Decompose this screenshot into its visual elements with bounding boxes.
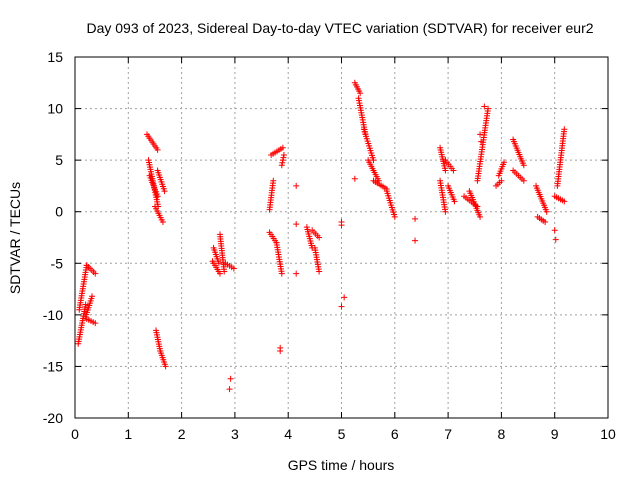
data-point bbox=[280, 154, 287, 161]
data-point bbox=[279, 157, 286, 164]
data-point bbox=[341, 294, 348, 301]
x-axis-label: GPS time / hours bbox=[288, 457, 395, 473]
data-point bbox=[89, 293, 96, 300]
y-tick-label: 5 bbox=[55, 152, 63, 168]
grid-lines bbox=[75, 57, 608, 418]
data-point bbox=[498, 177, 505, 184]
y-tick-label: 15 bbox=[47, 49, 63, 65]
data-point bbox=[561, 198, 568, 205]
data-point bbox=[227, 375, 234, 382]
data-point bbox=[357, 90, 364, 97]
data-point bbox=[278, 162, 285, 169]
data-point bbox=[442, 208, 449, 215]
y-tick-label: -15 bbox=[43, 358, 63, 374]
data-point bbox=[481, 103, 488, 110]
x-tick-label: 1 bbox=[124, 426, 132, 442]
data-point bbox=[161, 188, 168, 195]
data-point bbox=[520, 177, 527, 184]
data-point bbox=[221, 268, 228, 275]
data-point bbox=[442, 167, 449, 174]
y-tick-label: -5 bbox=[51, 255, 64, 271]
x-tick-label: 9 bbox=[551, 426, 559, 442]
data-point bbox=[293, 221, 300, 228]
y-tick-label: -20 bbox=[43, 410, 63, 426]
data-point bbox=[216, 270, 223, 277]
data-point bbox=[279, 159, 286, 166]
x-tick-label: 10 bbox=[600, 426, 616, 442]
data-point bbox=[552, 236, 559, 243]
data-point bbox=[501, 159, 508, 166]
x-tick-label: 3 bbox=[231, 426, 239, 442]
data-point bbox=[391, 213, 398, 220]
data-point bbox=[477, 213, 484, 220]
data-point bbox=[316, 268, 323, 275]
data-point bbox=[278, 270, 285, 277]
data-point bbox=[450, 167, 457, 174]
data-point bbox=[542, 219, 549, 226]
x-tick-label: 0 bbox=[71, 426, 79, 442]
x-tick-label: 6 bbox=[391, 426, 399, 442]
x-tick-label: 7 bbox=[444, 426, 452, 442]
data-point bbox=[551, 227, 558, 234]
data-point bbox=[351, 175, 358, 182]
data-point bbox=[451, 198, 458, 205]
y-axis-label: SDTVAR / TECUs bbox=[7, 182, 23, 294]
data-point bbox=[293, 270, 300, 277]
data-point bbox=[543, 208, 550, 215]
data-point bbox=[154, 193, 161, 200]
data-point bbox=[370, 157, 377, 164]
data-markers bbox=[75, 79, 568, 393]
y-tick-label: 0 bbox=[55, 204, 63, 220]
data-point bbox=[293, 182, 300, 189]
x-tick-label: 8 bbox=[498, 426, 506, 442]
data-point bbox=[154, 146, 161, 153]
data-point bbox=[92, 270, 99, 277]
data-point bbox=[279, 144, 286, 151]
data-point bbox=[477, 131, 484, 138]
data-point bbox=[338, 303, 345, 310]
data-point bbox=[412, 237, 419, 244]
tick-labels: 0 1 2 3 4 5 6 7 8 9 10 -20 -15 -10 -5 0 5 10 15 bbox=[43, 49, 616, 442]
data-point bbox=[162, 363, 169, 370]
data-point bbox=[485, 105, 492, 112]
y-tick-label: 10 bbox=[47, 101, 63, 117]
data-point bbox=[230, 265, 237, 272]
axis-ticks bbox=[74, 56, 609, 419]
data-point bbox=[280, 151, 287, 158]
y-tick-label: -10 bbox=[43, 307, 63, 323]
data-point bbox=[82, 301, 89, 308]
data-point bbox=[277, 347, 284, 354]
data-point bbox=[215, 260, 222, 267]
x-tick-label: 5 bbox=[338, 426, 346, 442]
data-point bbox=[316, 234, 323, 241]
data-point bbox=[561, 126, 568, 133]
data-point bbox=[159, 219, 166, 226]
data-point bbox=[226, 386, 233, 393]
x-tick-label: 2 bbox=[178, 426, 186, 442]
data-point bbox=[338, 222, 345, 229]
data-point bbox=[520, 162, 527, 169]
data-point bbox=[270, 177, 277, 184]
data-point bbox=[412, 215, 419, 222]
data-point bbox=[478, 138, 485, 145]
chart-title: Day 093 of 2023, Sidereal Day-to-day VTE… bbox=[86, 20, 593, 36]
x-tick-label: 4 bbox=[284, 426, 292, 442]
data-point bbox=[92, 320, 99, 327]
